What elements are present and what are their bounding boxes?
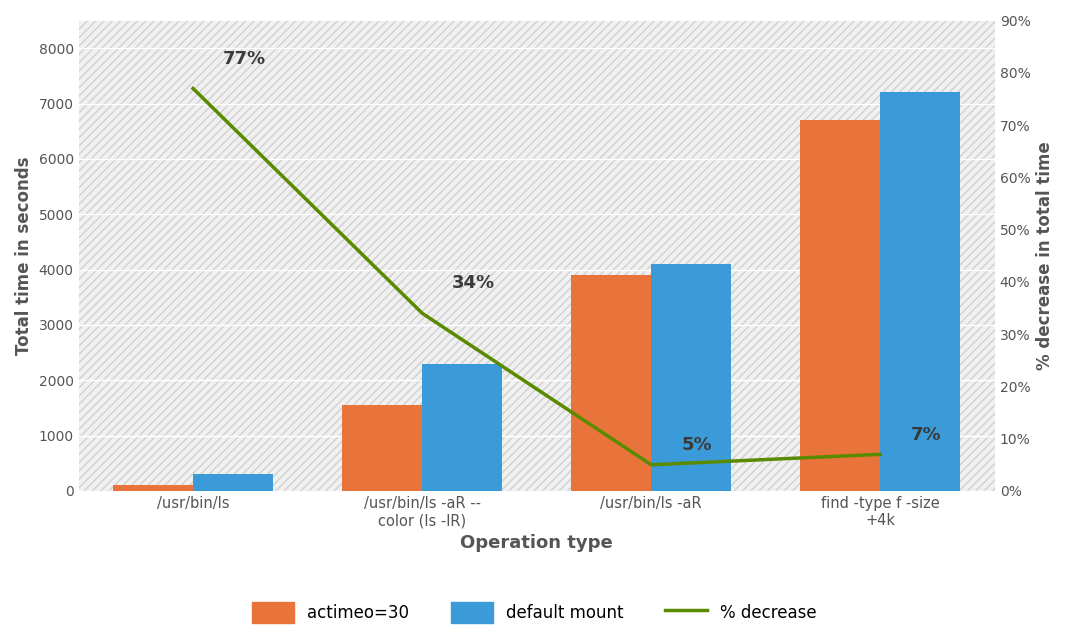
X-axis label: Operation type: Operation type [461, 534, 613, 552]
Text: 34%: 34% [452, 274, 495, 292]
Y-axis label: Total time in seconds: Total time in seconds [15, 156, 33, 355]
Y-axis label: % decrease in total time: % decrease in total time [1036, 141, 1054, 370]
Bar [342, 405, 422, 491]
Bar [113, 486, 193, 491]
Bar [422, 364, 502, 491]
Bar [800, 120, 880, 491]
Legend: actimeo=30, default mount, % decrease: actimeo=30, default mount, % decrease [246, 596, 823, 629]
Bar [651, 264, 731, 491]
Bar [193, 474, 274, 491]
Text: 5%: 5% [682, 437, 712, 454]
Bar [880, 93, 960, 491]
Bar [571, 275, 651, 491]
Text: 7%: 7% [911, 426, 942, 444]
Text: 77%: 77% [222, 50, 266, 68]
